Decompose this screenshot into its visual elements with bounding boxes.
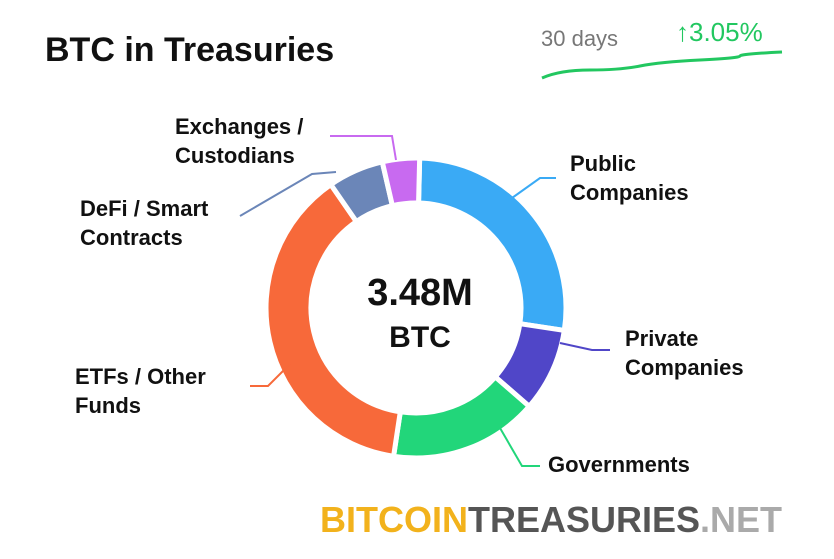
- slice-label: Companies: [570, 180, 689, 205]
- sparkline: [541, 50, 783, 80]
- leader-line: [239, 171, 337, 217]
- change: ↑3.05%: [676, 17, 763, 47]
- leader-line: [330, 135, 397, 161]
- slice: [263, 182, 403, 459]
- leader-line: [250, 361, 293, 387]
- slice-label: Contracts: [80, 225, 183, 250]
- leader-line: [511, 177, 556, 199]
- leader-line: [499, 427, 540, 467]
- center-unit: BTC: [389, 321, 451, 354]
- slice-label: DeFi / Smart: [80, 196, 209, 221]
- slice-label: Public: [570, 151, 636, 176]
- slice-label: Companies: [625, 355, 744, 380]
- slice-label: ETFs / Other: [75, 364, 206, 389]
- brand-part: .NET: [700, 499, 782, 540]
- period: 30 days: [541, 26, 618, 51]
- slice-label: Funds: [75, 393, 141, 418]
- brand: BITCOINTREASURIES.NET: [320, 499, 782, 540]
- chart-title: BTC in Treasuries: [45, 31, 334, 69]
- center-value: 3.48M: [367, 272, 473, 314]
- slice-label: Private: [625, 326, 698, 351]
- slice: [379, 155, 423, 209]
- slice-label: Custodians: [175, 143, 295, 168]
- slice-label: Governments: [548, 452, 690, 477]
- brand-part: BITCOIN: [320, 499, 468, 540]
- leader-line: [559, 342, 610, 351]
- brand-part: TREASURIES: [468, 499, 700, 540]
- slice-label: Exchanges /: [175, 114, 303, 139]
- slice: [391, 374, 532, 461]
